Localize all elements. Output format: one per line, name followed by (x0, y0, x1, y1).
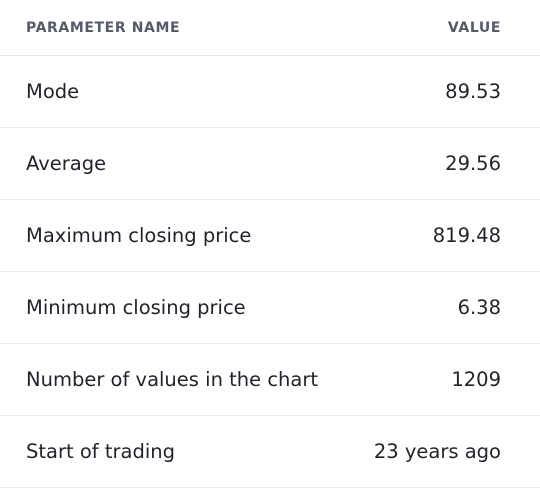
row-value: 6.38 (457, 296, 501, 319)
table-row: Minimum closing price 6.38 (0, 272, 540, 344)
row-parameter-name: Number of values in the chart (26, 368, 319, 391)
table-row: Maximum closing price 819.48 (0, 200, 540, 272)
row-value: 23 years ago (373, 440, 501, 463)
header-parameter-name: PARAMETER NAME (26, 20, 181, 36)
table-row: Number of values in the chart 1209 (0, 344, 540, 416)
row-value: 89.53 (445, 80, 501, 103)
row-parameter-name: Average (26, 152, 107, 175)
row-parameter-name: Mode (26, 80, 80, 103)
row-value: 1209 (451, 368, 501, 391)
table-row: Mode 89.53 (0, 56, 540, 128)
row-value: 819.48 (432, 224, 501, 247)
row-parameter-name: Start of trading (26, 440, 175, 463)
row-parameter-name: Maximum closing price (26, 224, 252, 247)
table-row: Start of trading 23 years ago (0, 416, 540, 488)
row-value: 29.56 (445, 152, 501, 175)
table-row: Average 29.56 (0, 128, 540, 200)
header-value: VALUE (447, 20, 501, 36)
table-header: PARAMETER NAME VALUE (0, 0, 540, 56)
row-parameter-name: Minimum closing price (26, 296, 246, 319)
